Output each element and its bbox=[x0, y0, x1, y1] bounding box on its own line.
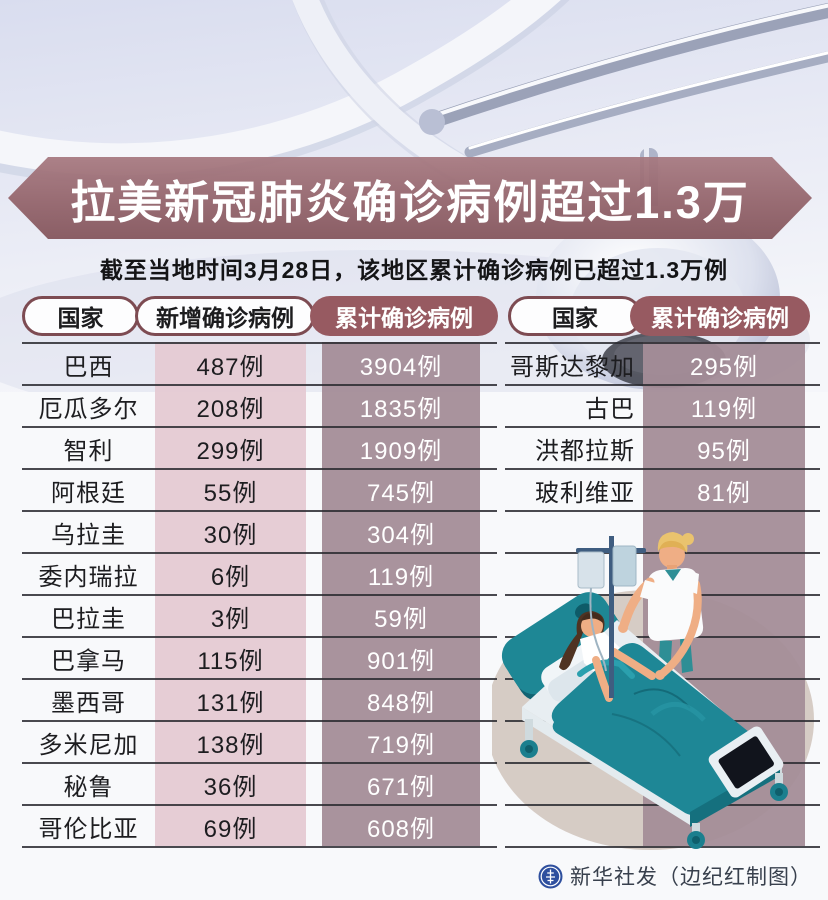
country-cell: 秘鲁 bbox=[63, 773, 114, 801]
table-row: 巴西 487例 3904例 bbox=[22, 342, 497, 384]
table-row: 哥斯达黎加 295例 bbox=[505, 342, 820, 384]
header-new-cases: 新增确诊病例 bbox=[135, 296, 315, 336]
country-cell: 厄瓜多尔 bbox=[38, 395, 139, 423]
title-banner: 拉美新冠肺炎确诊病例超过1.3万 bbox=[8, 157, 812, 239]
country-cell: 哥伦比亚 bbox=[38, 815, 139, 843]
total-cases-cell: 848例 bbox=[366, 689, 436, 717]
table-row: 巴拿马 115例 901例 bbox=[22, 636, 497, 678]
country-cell: 委内瑞拉 bbox=[38, 563, 139, 591]
country-cell: 洪都拉斯 bbox=[535, 437, 635, 465]
header-total-cases-left: 累计确诊病例 bbox=[310, 296, 498, 336]
hospital-bed bbox=[501, 592, 788, 849]
table-row: 智利 299例 1909例 bbox=[22, 426, 497, 468]
xinhua-logo-icon bbox=[538, 864, 563, 888]
table-row: 墨西哥 131例 848例 bbox=[22, 678, 497, 720]
country-cell: 古巴 bbox=[585, 395, 635, 423]
new-cases-cell: 3例 bbox=[210, 605, 251, 633]
table-row: 多米尼加 138例 719例 bbox=[22, 720, 497, 762]
new-cases-cell: 36例 bbox=[203, 773, 258, 801]
hospital-bed-illustration bbox=[501, 532, 788, 849]
new-cases-cell: 30例 bbox=[203, 521, 258, 549]
new-cases-cell: 487例 bbox=[196, 353, 265, 381]
credit-text: 新华社发（边纪红制图） bbox=[570, 866, 812, 889]
total-cases-cell: 59例 bbox=[374, 605, 428, 633]
total-cases-cell: 81例 bbox=[697, 479, 751, 507]
country-cell: 玻利维亚 bbox=[535, 479, 635, 507]
country-cell: 多米尼加 bbox=[38, 731, 139, 759]
country-cell: 乌拉圭 bbox=[51, 521, 126, 549]
table-row: 洪都拉斯 95例 bbox=[505, 426, 820, 468]
country-cell: 巴拉圭 bbox=[51, 605, 126, 633]
country-cell: 阿根廷 bbox=[51, 479, 126, 507]
new-cases-cell: 299例 bbox=[196, 437, 265, 465]
country-cell: 智利 bbox=[63, 437, 114, 465]
iv-stand bbox=[576, 536, 646, 698]
table-row: 委内瑞拉 6例 119例 bbox=[22, 552, 497, 594]
new-cases-cell: 138例 bbox=[196, 731, 265, 759]
total-cases-cell: 1909例 bbox=[359, 437, 443, 465]
total-cases-cell: 295例 bbox=[689, 353, 759, 381]
total-cases-cell: 901例 bbox=[366, 647, 436, 675]
table-row bbox=[505, 510, 820, 552]
left-country-table: 巴西 487例 3904例厄瓜多尔 208例 1835例智利 299例 1909例阿根廷 55… bbox=[22, 342, 497, 848]
table-row: 阿根廷 55例 745例 bbox=[22, 468, 497, 510]
poster-title: 拉美新冠肺炎确诊病例超过1.3万 bbox=[70, 176, 750, 228]
new-cases-cell: 69例 bbox=[203, 815, 258, 843]
poster-subtitle: 截至当地时间3月28日，该地区累计确诊病例已超过1.3万例 bbox=[99, 257, 729, 283]
total-cases-cell: 304例 bbox=[366, 521, 436, 549]
header-total-cases-right: 累计确诊病例 bbox=[630, 296, 810, 336]
table-row: 哥伦比亚 69例 608例 bbox=[22, 804, 497, 846]
country-cell: 巴拿马 bbox=[51, 647, 126, 675]
table-row: 玻利维亚 81例 bbox=[505, 468, 820, 510]
new-cases-cell: 208例 bbox=[196, 395, 265, 423]
total-cases-cell: 719例 bbox=[366, 731, 436, 759]
nurse-arms bbox=[618, 570, 702, 680]
new-cases-cell: 115例 bbox=[197, 647, 264, 675]
footer-credit: 新华社发（边纪红制图） bbox=[538, 861, 812, 891]
country-cell: 巴西 bbox=[63, 353, 114, 381]
header-country-left: 国家 bbox=[22, 296, 139, 336]
new-cases-cell: 6例 bbox=[210, 563, 251, 591]
total-cases-cell: 745例 bbox=[366, 479, 436, 507]
total-cases-cell: 119例 bbox=[690, 395, 758, 423]
bed-wheels bbox=[520, 719, 788, 849]
country-cell: 墨西哥 bbox=[51, 689, 126, 717]
new-cases-cell: 131例 bbox=[196, 689, 265, 717]
table-row: 巴拉圭 3例 59例 bbox=[22, 594, 497, 636]
table-row: 乌拉圭 30例 304例 bbox=[22, 510, 497, 552]
header-country-right: 国家 bbox=[508, 296, 642, 336]
country-cell: 哥斯达黎加 bbox=[510, 353, 635, 381]
total-cases-cell: 119例 bbox=[367, 563, 435, 591]
new-cases-cell: 55例 bbox=[203, 479, 258, 507]
total-cases-cell: 1835例 bbox=[359, 395, 443, 423]
table-row: 古巴 119例 bbox=[505, 384, 820, 426]
total-cases-cell: 95例 bbox=[697, 437, 751, 465]
table-row: 厄瓜多尔 208例 1835例 bbox=[22, 384, 497, 426]
total-cases-cell: 608例 bbox=[366, 815, 436, 843]
bed-monitor bbox=[708, 726, 784, 798]
table-row: 秘鲁 36例 671例 bbox=[22, 762, 497, 804]
total-cases-cell: 3904例 bbox=[359, 353, 443, 381]
total-cases-cell: 671例 bbox=[366, 773, 436, 801]
